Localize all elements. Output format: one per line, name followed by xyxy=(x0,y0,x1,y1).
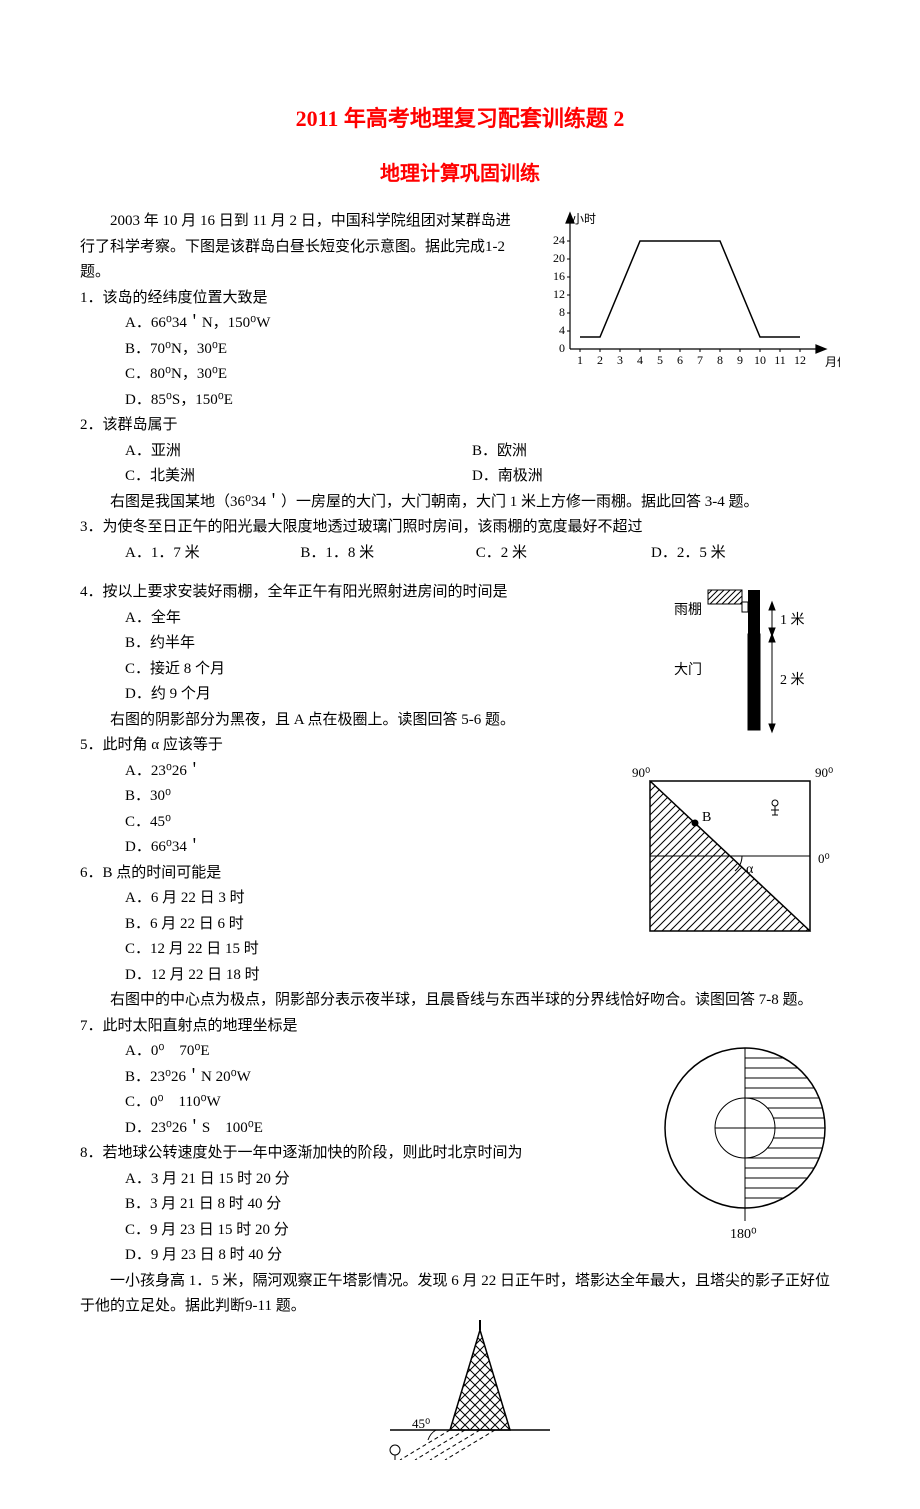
q7-opt-c: C．0⁰ 110⁰W xyxy=(125,1090,468,1116)
svg-text:0⁰: 0⁰ xyxy=(818,851,830,866)
svg-text:α: α xyxy=(746,862,754,877)
svg-text:16: 16 xyxy=(553,269,565,283)
svg-text:大门: 大门 xyxy=(674,662,702,678)
q8-opt-d: D．9 月 23 日 8 时 40 分 xyxy=(125,1243,468,1269)
q1-opt-b: B．70⁰N，30⁰E xyxy=(125,337,468,363)
q8-opt-a: A．3 月 21 日 15 时 20 分 xyxy=(125,1167,468,1193)
night-diagram: 90⁰ 90⁰ 0⁰ B α xyxy=(630,763,840,953)
q5-opt-a: A．23⁰26＇ xyxy=(125,759,468,785)
q6-opt-b: B．6 月 22 日 6 时 xyxy=(125,912,468,938)
svg-text:0: 0 xyxy=(559,341,565,355)
svg-text:12: 12 xyxy=(553,287,565,301)
svg-text:8: 8 xyxy=(717,353,723,367)
q7: 7．此时太阳直射点的地理坐标是 xyxy=(80,1014,840,1040)
intro-9-11: 一小孩身高 1．5 米，隔河观察正午塔影情况。发现 6 月 22 日正午时，塔影… xyxy=(80,1269,840,1320)
q6-opt-a: A．6 月 22 日 3 时 xyxy=(125,886,468,912)
q1-opt-d: D．85⁰S，150⁰E xyxy=(125,388,468,414)
q3: 3．为使冬至日正午的阳光最大限度地透过玻璃门照时房间，该雨棚的宽度最好不超过 xyxy=(80,515,840,541)
q1-opt-c: C．80⁰N，30⁰E xyxy=(125,362,468,388)
svg-text:8: 8 xyxy=(559,305,565,319)
q6-opt-d: D．12 月 22 日 18 时 xyxy=(125,963,468,989)
q8-opt-c: C．9 月 23 日 15 时 20 分 xyxy=(125,1218,468,1244)
q5-opt-d: D．66⁰34＇ xyxy=(125,835,468,861)
q4-opt-c: C．接近 8 个月 xyxy=(125,657,468,683)
q3-options: A．1．7 米 B．1．8 米 C．2 米 D．2．5 米 xyxy=(80,541,840,567)
svg-text:月份: 月份 xyxy=(825,355,840,369)
svg-text:4: 4 xyxy=(559,323,565,337)
svg-text:5: 5 xyxy=(657,353,663,367)
q4-opt-d: D．约 9 个月 xyxy=(125,682,468,708)
q4-opt-b: B．约半年 xyxy=(125,631,468,657)
tower-diagram: 45⁰ xyxy=(80,1320,840,1470)
q3-opt-b: B．1．8 米 xyxy=(300,541,472,567)
q3-opt-c: C．2 米 xyxy=(476,541,648,567)
svg-text:3: 3 xyxy=(617,353,623,367)
intro-7-8: 右图中的中心点为极点，阴影部分表示夜半球，且晨昏线与东西半球的分界线恰好吻合。读… xyxy=(80,988,840,1014)
q2-opt-b: B．欧洲 xyxy=(472,439,815,465)
q3-opt-d: D．2．5 米 xyxy=(651,541,823,567)
svg-text:24: 24 xyxy=(553,233,565,247)
svg-text:11: 11 xyxy=(774,353,786,367)
svg-text:90⁰: 90⁰ xyxy=(815,765,833,780)
q4-opt-a: A．全年 xyxy=(125,606,468,632)
q7-opt-b: B．23⁰26＇N 20⁰W xyxy=(125,1065,468,1091)
svg-text:20: 20 xyxy=(553,251,565,265)
main-title: 2011 年高考地理复习配套训练题 2 xyxy=(80,100,840,137)
svg-text:180⁰: 180⁰ xyxy=(730,1227,757,1242)
q2-options: A．亚洲 B．欧洲 C．北美洲 D．南极洲 xyxy=(80,439,840,490)
q1-opt-a: A．66⁰34＇N，150⁰W xyxy=(125,311,468,337)
svg-text:90⁰: 90⁰ xyxy=(632,765,650,780)
q2-opt-a: A．亚洲 xyxy=(125,439,468,465)
svg-text:2 米: 2 米 xyxy=(780,672,805,688)
q3-opt-a: A．1．7 米 xyxy=(125,541,297,567)
polar-diagram: 180⁰ xyxy=(650,1043,840,1253)
svg-text:12: 12 xyxy=(794,353,806,367)
svg-text:9: 9 xyxy=(737,353,743,367)
q7-opt-a: A．0⁰ 70⁰E xyxy=(125,1039,468,1065)
door-diagram: 雨棚 大门 1 米 2 米 xyxy=(670,584,840,744)
svg-text:4: 4 xyxy=(637,353,643,367)
svg-text:1: 1 xyxy=(577,353,583,367)
q2-opt-c: C．北美洲 xyxy=(125,464,468,490)
q8-opt-b: B．3 月 21 日 8 时 40 分 xyxy=(125,1192,468,1218)
sub-title: 地理计算巩固训练 xyxy=(80,157,840,191)
svg-text:B: B xyxy=(702,810,711,825)
q2-opt-d: D．南极洲 xyxy=(472,464,815,490)
intro-3-4: 右图是我国某地（36⁰34＇）一房屋的大门，大门朝南，大门 1 米上方修一雨棚。… xyxy=(80,490,840,516)
svg-text:6: 6 xyxy=(677,353,683,367)
q6-opt-c: C．12 月 22 日 15 时 xyxy=(125,937,468,963)
q5-opt-c: C．45⁰ xyxy=(125,810,468,836)
q5-opt-b: B．30⁰ xyxy=(125,784,468,810)
svg-text:雨棚: 雨棚 xyxy=(674,602,702,618)
svg-text:2: 2 xyxy=(597,353,603,367)
daylight-chart: 小时 0 4 8 12 16 20 24 123 456 789 101112 … xyxy=(520,209,840,389)
svg-text:1 米: 1 米 xyxy=(780,612,805,628)
svg-text:10: 10 xyxy=(754,353,766,367)
q2: 2．该群岛属于 xyxy=(80,413,840,439)
svg-text:45⁰: 45⁰ xyxy=(412,1416,430,1431)
svg-text:7: 7 xyxy=(697,353,703,367)
svg-text:小时: 小时 xyxy=(572,212,596,226)
q7-opt-d: D．23⁰26＇S 100⁰E xyxy=(125,1116,468,1142)
